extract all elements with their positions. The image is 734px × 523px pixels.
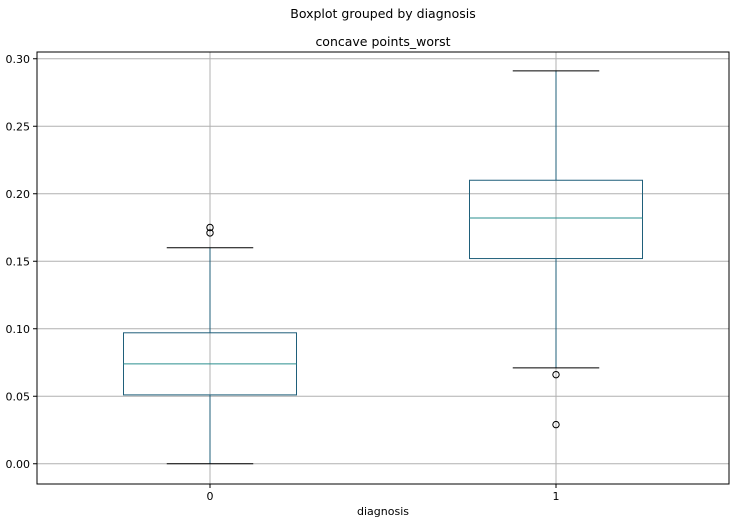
- y-tick-label: 0.00: [6, 458, 31, 471]
- x-tick-label: 1: [553, 490, 560, 503]
- y-tick-label: 0.25: [6, 120, 31, 133]
- box-group-1: [469, 70, 643, 429]
- box-layer: [123, 70, 643, 465]
- axis-ticks: 0.00 0.05 0.10 0.15 0.20 0.25 0.30 0 1: [6, 53, 560, 503]
- x-tick-label: 0: [207, 490, 214, 503]
- chart-title: concave points_worst: [315, 34, 450, 49]
- outlier-point: [552, 420, 560, 429]
- y-tick-label: 0.15: [6, 255, 31, 268]
- y-tick-label: 0.05: [6, 390, 31, 403]
- x-axis-label: diagnosis: [357, 505, 409, 518]
- grid-lines: [37, 52, 729, 484]
- outlier-point: [552, 370, 560, 379]
- y-tick-label: 0.10: [6, 323, 31, 336]
- box-group-0: [123, 223, 297, 465]
- y-tick-label: 0.30: [6, 53, 31, 66]
- iqr-box: [469, 179, 643, 260]
- outlier-point: [206, 229, 214, 237]
- y-tick-label: 0.20: [6, 188, 31, 201]
- chart-suptitle: Boxplot grouped by diagnosis: [290, 6, 475, 21]
- outlier-point: [206, 223, 214, 232]
- plot-frame: [36, 51, 730, 485]
